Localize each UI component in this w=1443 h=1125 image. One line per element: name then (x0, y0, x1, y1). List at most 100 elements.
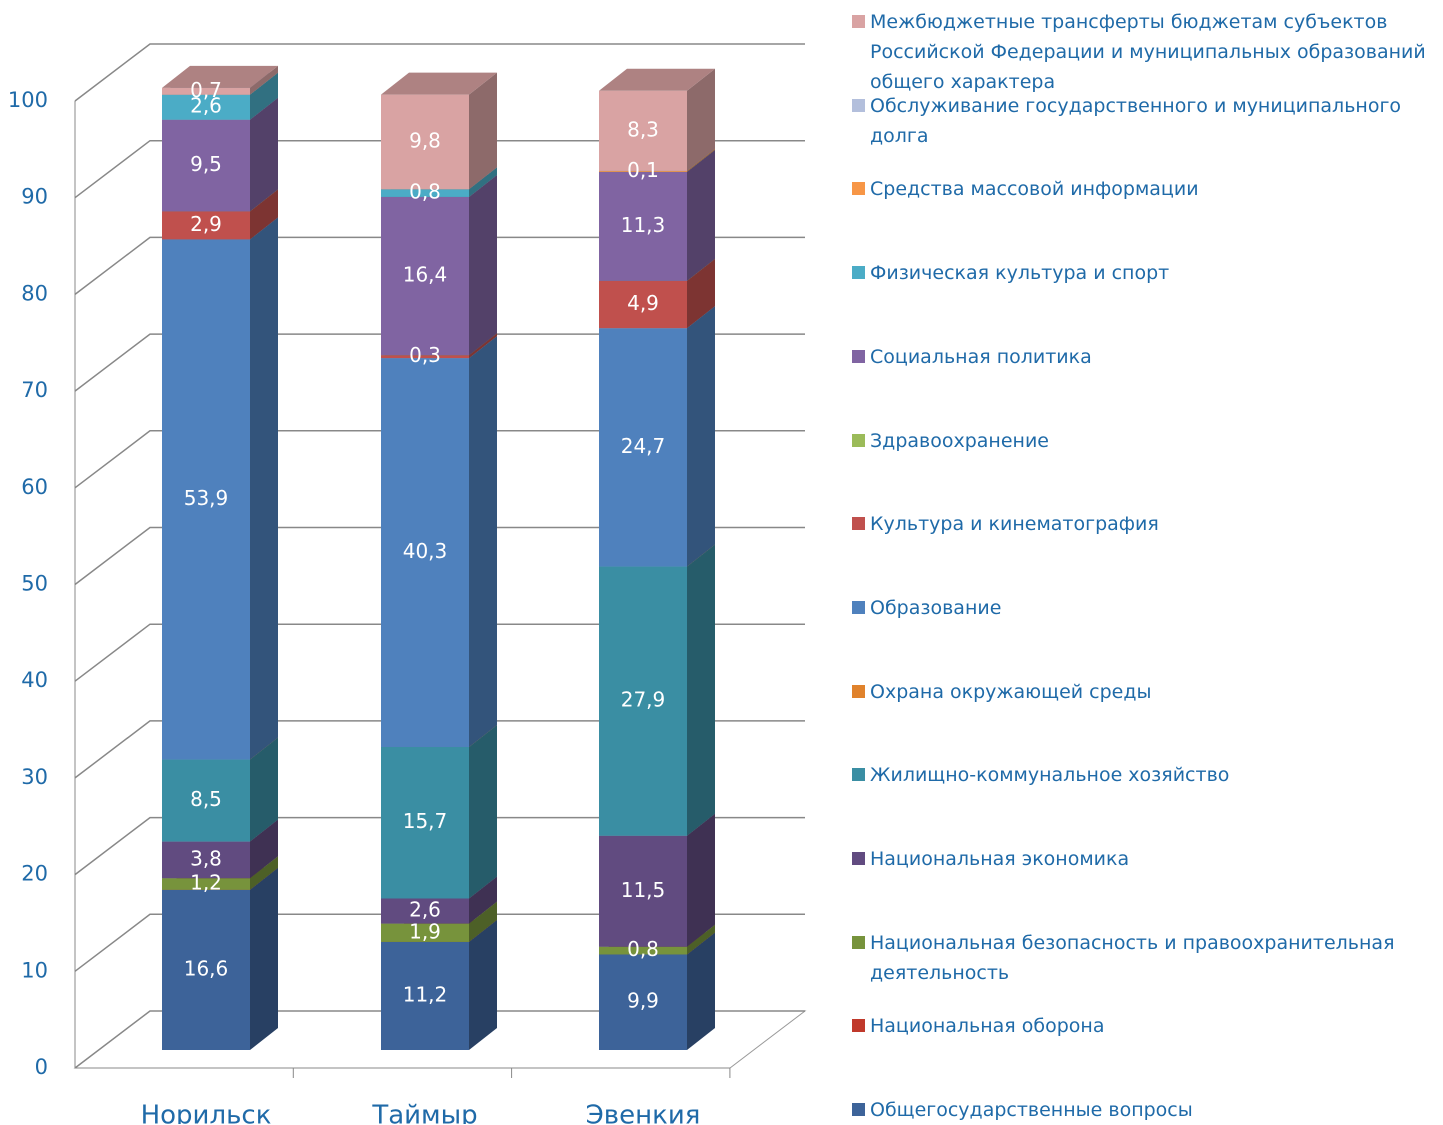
grid-line (74, 43, 805, 102)
value-label: 9,9 (627, 989, 659, 1013)
bar-front (381, 941, 469, 1050)
legend-label: Средства массовой информации (870, 178, 1199, 201)
bar-side (250, 737, 278, 842)
bar-front (599, 566, 687, 836)
bar-side (687, 924, 715, 955)
legend-label: Обслуживание государственного и муниципа… (870, 94, 1402, 147)
bar-side (687, 148, 715, 172)
bar-side (250, 867, 278, 1050)
y-tick-label: 70 (21, 378, 48, 402)
y-tick-label: 80 (21, 281, 48, 305)
bar-side (469, 919, 497, 1050)
bar-segment (599, 68, 715, 171)
grid-line (74, 720, 805, 779)
value-label: 0,8 (409, 180, 441, 204)
bar-front (162, 94, 250, 120)
bar-front (381, 358, 469, 747)
bar-side (250, 97, 278, 212)
chart: 0 10 20 30 40 50 60 70 80 90 100 Норильск Таймыр Эвен… (8, 43, 807, 1125)
bar-front (162, 119, 250, 212)
value-label: 0,1 (627, 158, 659, 182)
legend-item: Здравоохранение (852, 426, 1443, 456)
legend-label: Национальная безопасность и правоохранит… (870, 931, 1395, 984)
x-tick-label: Эвенкия (586, 1101, 701, 1125)
legend-label: Охрана окружающей среды (870, 680, 1152, 703)
bar-front (162, 759, 250, 842)
bar-front (599, 280, 687, 329)
bar-side (250, 819, 278, 879)
bar-side (250, 65, 278, 95)
bar-front (599, 170, 687, 172)
value-label: 0,7 (190, 78, 222, 102)
value-label: 9,5 (190, 152, 222, 176)
bar-front (162, 87, 250, 95)
bar-front (381, 355, 469, 359)
y-tick-label: 0 (35, 1055, 48, 1079)
value-label: 1,9 (409, 919, 441, 943)
legend-swatch (852, 266, 865, 280)
bar-segment (381, 72, 497, 190)
y-tick-label: 100 (8, 88, 48, 112)
bar-top (381, 72, 497, 95)
value-label: 53,9 (184, 486, 229, 510)
bar-front (381, 94, 469, 190)
legend-item: Охрана окружающей среды (852, 677, 1443, 707)
legend-label: Здравоохранение (870, 429, 1049, 452)
legend-label: Национальная оборона (870, 1015, 1105, 1038)
value-label: 11,3 (621, 213, 666, 237)
legend-label: Межбюджетные трансферты бюджетам субъект… (870, 11, 1426, 93)
bar-front (381, 196, 469, 356)
legend-swatch (852, 768, 865, 782)
bar-front (599, 171, 687, 281)
value-label: 8,5 (190, 787, 222, 811)
legend-swatch (852, 852, 865, 865)
grid-line (74, 333, 805, 392)
grid-line (74, 816, 805, 876)
grid-line (74, 1010, 805, 1069)
bar-top (599, 68, 715, 91)
bar-front (381, 189, 469, 197)
bar-front (162, 878, 250, 890)
legend-label: Культура и кинематография (870, 513, 1159, 536)
legend-swatch (852, 684, 865, 698)
legend-label: Физическая культура и спорт (870, 262, 1170, 285)
x-tick-label: Норильск (141, 1101, 272, 1125)
bar-side (250, 189, 278, 240)
legend-item: Межбюджетные трансферты бюджетам субъект… (852, 7, 1443, 97)
value-label: 11,2 (403, 982, 448, 1006)
legend-item: Средства массовой информации (852, 174, 1443, 204)
legend-item: Социальная политика (852, 342, 1443, 372)
legend-label: Социальная политика (870, 345, 1092, 368)
legend-label: Национальная экономика (870, 848, 1130, 870)
legend-swatch (852, 182, 865, 196)
value-label: 2,9 (190, 212, 222, 236)
bar-side (687, 932, 715, 1050)
bar-top (162, 65, 278, 88)
legend-swatch (852, 433, 865, 447)
value-label: 1,2 (190, 871, 222, 895)
bar-front (381, 923, 469, 942)
value-label: 24,7 (621, 434, 666, 458)
bar-side (469, 333, 497, 359)
value-label: 2,6 (190, 94, 222, 118)
bar-front (599, 835, 687, 947)
bar-segment (599, 258, 715, 329)
value-label: 11,5 (621, 878, 666, 902)
value-label: 15,7 (403, 809, 448, 833)
y-tick-label: 20 (21, 862, 48, 886)
legend-label: Общегосударственные вопросы (870, 1099, 1193, 1122)
y-tick-label: 50 (21, 572, 48, 596)
bar-segment (162, 65, 278, 95)
bar-side (469, 72, 497, 190)
bar-side (687, 544, 715, 836)
y-tick-label: 10 (21, 958, 48, 982)
value-label: 4,9 (627, 291, 659, 315)
legend-item: Жилищно-коммунальное хозяйство (852, 760, 1443, 790)
grid-line (74, 430, 805, 489)
bar-front (599, 90, 687, 171)
legend-item: Национальная экономика (852, 844, 1443, 874)
legend-label: Образование (870, 596, 1002, 619)
legend-item: Национальная оборона (852, 1011, 1443, 1041)
legend-swatch (852, 600, 865, 614)
